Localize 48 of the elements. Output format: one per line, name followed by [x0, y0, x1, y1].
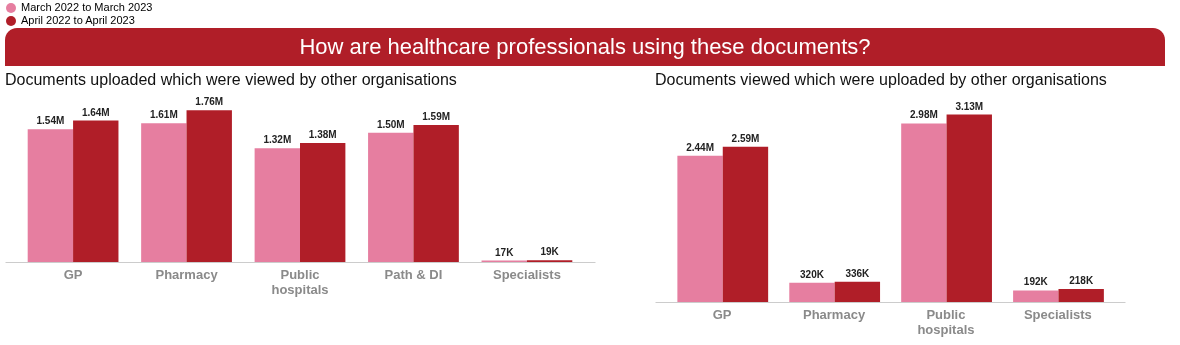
bar	[901, 123, 947, 302]
data-label: 17K	[495, 246, 515, 258]
bar	[141, 123, 187, 262]
x-tick-label: Path & DI	[384, 266, 443, 282]
bar	[1013, 290, 1059, 302]
data-label: 1.54M	[36, 115, 65, 127]
bar	[413, 124, 459, 262]
bar	[677, 155, 723, 302]
data-label: 336K	[845, 267, 871, 279]
bar	[946, 114, 992, 302]
x-tick-label: GP	[63, 266, 83, 282]
x-tick-label: Pharmacy	[802, 306, 866, 322]
x-tick-label: Pharmacy	[155, 266, 219, 282]
data-label: 1.64M	[81, 106, 110, 118]
bar	[300, 142, 346, 262]
x-tick-label: GP	[712, 306, 732, 322]
data-label: 1.59M	[422, 110, 451, 122]
legend-label: March 2022 to March 2023	[21, 1, 153, 13]
chart-title: How are healthcare professionals using these documents?	[299, 34, 871, 59]
chart-subtitle: Documents viewed which were uploaded by other organisations	[655, 71, 1107, 88]
x-tick-label: Specialists	[1023, 306, 1092, 322]
bar	[789, 282, 835, 302]
x-tick-label: Public hospitals	[917, 306, 975, 337]
bar	[834, 281, 881, 302]
data-label: 1.61M	[149, 109, 178, 121]
bar	[722, 146, 769, 302]
data-label: 3.13M	[955, 100, 984, 112]
legend-label: April 2022 to April 2023	[21, 14, 135, 26]
bar	[254, 148, 300, 262]
x-tick-label: Public hospitals	[271, 266, 329, 297]
bar	[73, 120, 119, 262]
x-tick-label: Specialists	[492, 266, 561, 282]
data-label: 218K	[1069, 274, 1094, 286]
data-label: 1.76M	[195, 96, 224, 108]
data-label: 2.59M	[731, 132, 760, 144]
data-label: 1.38M	[308, 128, 337, 140]
bar	[27, 129, 74, 262]
data-label: 1.32M	[263, 134, 292, 146]
data-label: 2.44M	[686, 141, 714, 153]
bar	[186, 110, 232, 262]
data-label: 19K	[540, 246, 560, 258]
data-label: 192K	[1023, 276, 1049, 288]
data-label: 2.98M	[909, 109, 938, 121]
chart-subtitle: Documents uploaded which were viewed by other organisations	[5, 71, 457, 88]
data-label: 320K	[800, 268, 825, 280]
bar	[368, 132, 414, 262]
bar	[1058, 288, 1104, 302]
data-label: 1.50M	[376, 118, 405, 130]
